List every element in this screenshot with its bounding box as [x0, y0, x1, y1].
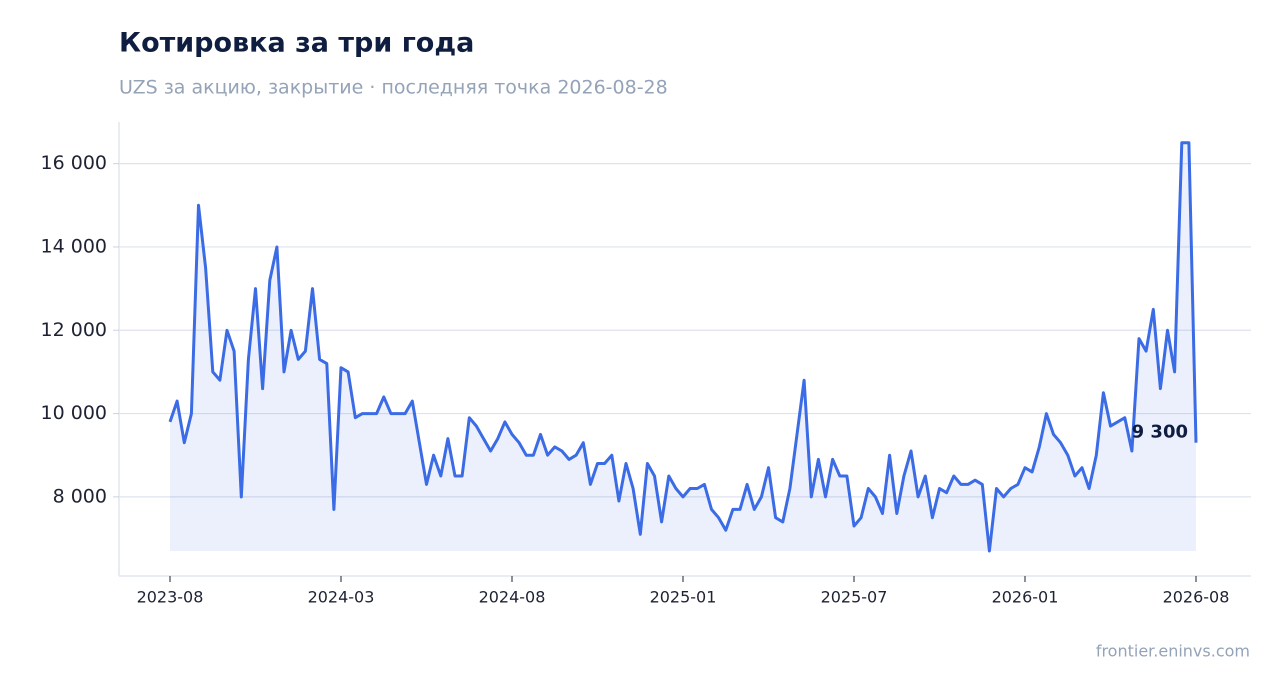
x-tick-label: 2024-08 [479, 588, 546, 607]
y-tick-label: 16 000 [41, 152, 107, 174]
value-label: 9 300 [1132, 422, 1188, 443]
y-tick-label: 14 000 [41, 235, 107, 257]
line [168, 141, 1198, 553]
x-tick-label: 2025-01 [650, 588, 717, 607]
source: frontier.eninvs.com [1096, 642, 1250, 661]
y-tick-label: 10 000 [41, 402, 107, 424]
chart-subtitle: UZS за акцию, закрытие · последняя точка… [119, 77, 668, 99]
chart-title: Котировка за три года [119, 28, 474, 59]
area [170, 142, 1196, 552]
y-tick-label: 8 000 [53, 485, 107, 507]
x-tick-label: 2026-08 [1163, 588, 1230, 607]
x-tick-label: 2025-07 [821, 588, 888, 607]
x-tick-label: 2023-08 [137, 588, 204, 607]
y-tick-label: 12 000 [41, 319, 107, 341]
x-tick-label: 2024-03 [308, 588, 375, 607]
x-tick-label: 2026-01 [992, 588, 1059, 607]
